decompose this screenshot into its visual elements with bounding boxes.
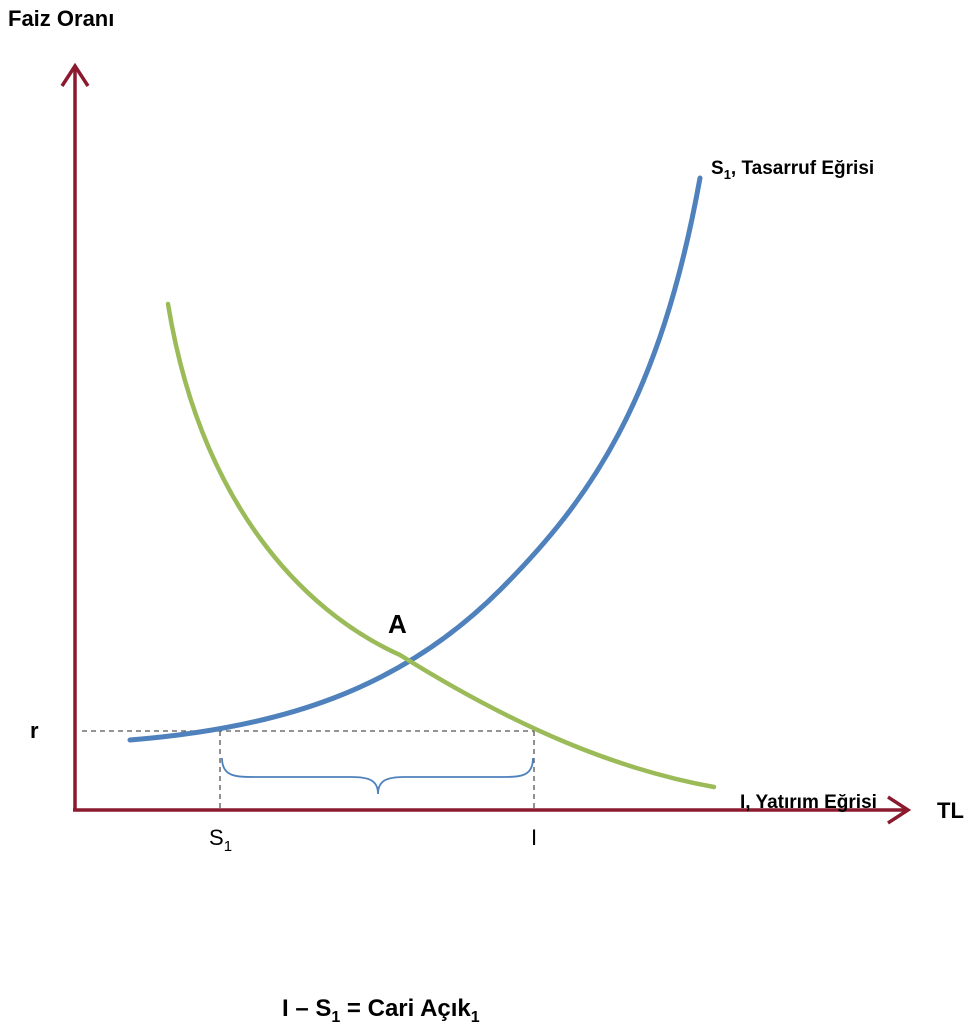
savings-curve-label-suffix: , Tasarruf Eğrisi: [731, 158, 874, 179]
deficit-subscript1: 1: [331, 1009, 340, 1026]
savings-curve-label: S1, Tasarruf Eğrisi: [711, 158, 874, 182]
deficit-part2: = Cari Açık: [340, 995, 471, 1022]
savings-level-main: S: [209, 825, 224, 850]
savings-level-label: S1: [209, 825, 232, 855]
investment-curve-label: I, Yatırım Eğrisi: [740, 792, 877, 813]
investment-curve: [165, 301, 717, 790]
savings-curve-label-prefix: S: [711, 158, 724, 179]
rate-label: r: [30, 718, 39, 743]
investment-level-label: I: [531, 825, 537, 850]
y-axis-title: Faiz Oranı: [8, 6, 114, 31]
point-a-label: A: [388, 609, 407, 639]
deficit-subscript2: 1: [471, 1009, 480, 1026]
x-axis-arrowhead: [887, 795, 912, 825]
savings-curve-label-subscript: 1: [724, 167, 731, 182]
y-axis-arrowhead: [60, 62, 90, 87]
savings-curve: [127, 175, 703, 743]
x-axis-title: TL: [937, 798, 964, 823]
savings-level-subscript: 1: [224, 838, 232, 855]
deficit-part1: I – S: [282, 995, 331, 1022]
deficit-brace: [221, 757, 534, 795]
current-account-deficit-label: I – S1 = Cari Açık1: [282, 995, 480, 1026]
